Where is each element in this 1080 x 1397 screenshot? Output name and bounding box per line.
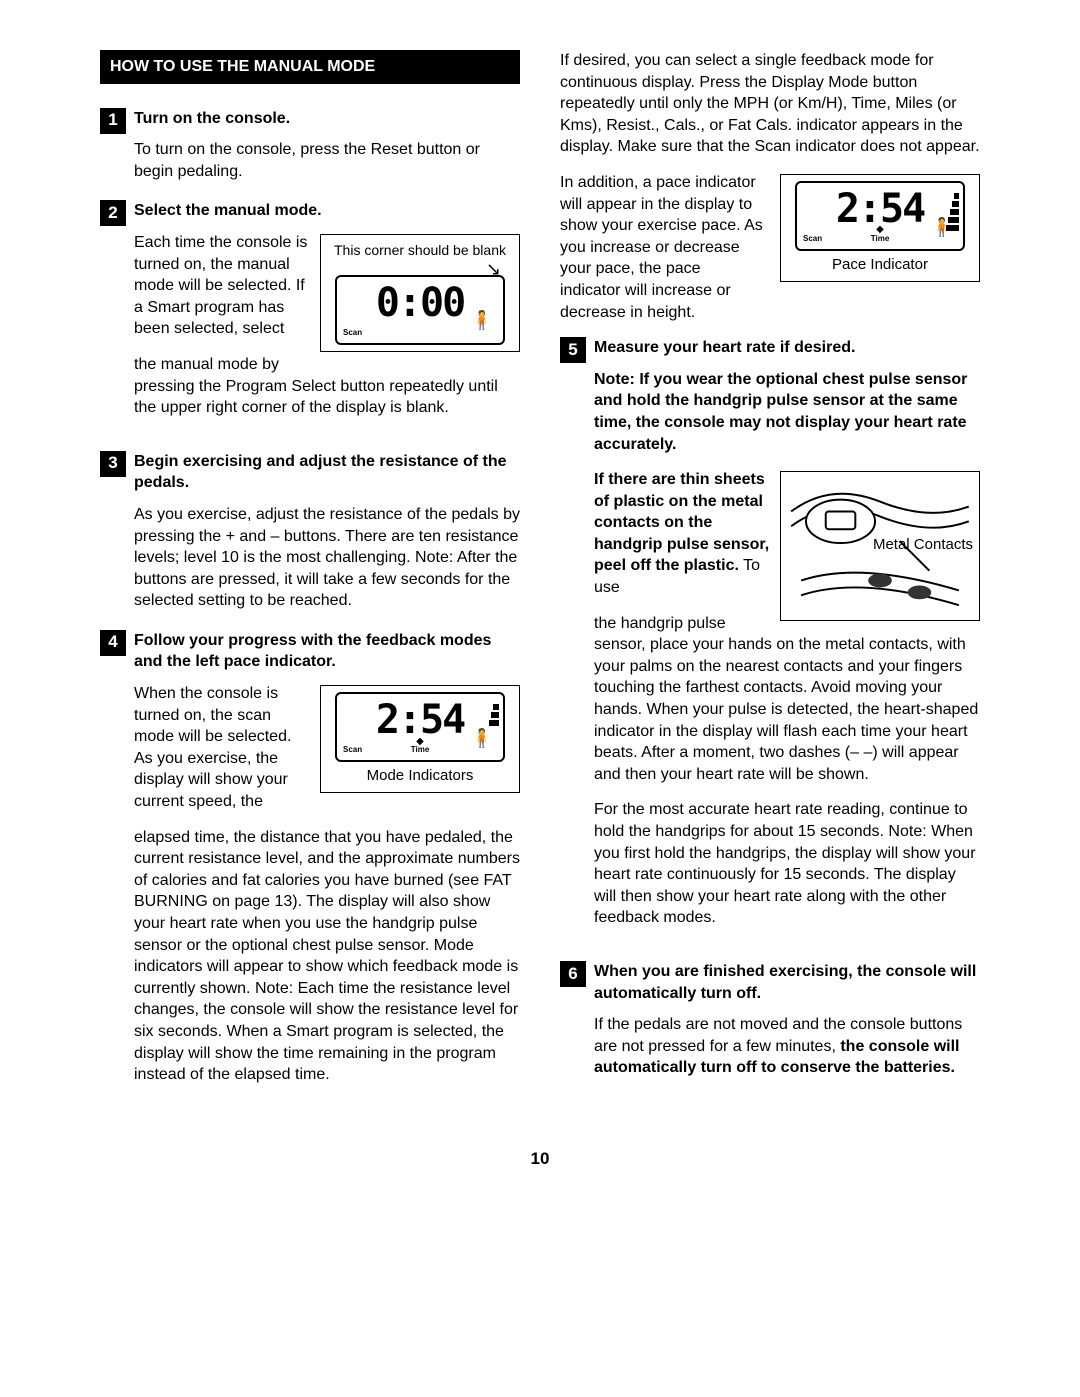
- lcd-display-3: 2:54 Scan ◆ Time 🧍: [795, 181, 965, 251]
- step-4-text-5: indicator will increase or decrease in h…: [560, 280, 980, 323]
- step-1-text: To turn on the console, press the Reset …: [134, 139, 520, 182]
- section-header: HOW TO USE THE MANUAL MODE: [100, 50, 520, 84]
- step-6-title: When you are finished exercising, the co…: [594, 961, 980, 1004]
- fig-blank-corner: This corner should be blank ↘ 0:00 Scan …: [320, 234, 520, 352]
- scan-label-1: Scan: [343, 328, 362, 339]
- scan-label-3: Scan: [803, 234, 822, 245]
- person-icon-2: 🧍: [471, 726, 493, 750]
- right-column: If desired, you can select a single feed…: [560, 50, 980, 1118]
- fig-pace-caption: Pace Indicator: [787, 255, 973, 275]
- left-column: HOW TO USE THE MANUAL MODE 1 Turn on the…: [100, 50, 520, 1118]
- step-1-title: Turn on the console.: [134, 108, 520, 130]
- lcd-display-2: 2:54 Scan ◆ Time 🧍: [335, 692, 505, 762]
- fig-mode-indicators: 2:54 Scan ◆ Time 🧍 Mode Indicators: [320, 685, 520, 793]
- step-3: 3 Begin exercising and adjust the resist…: [100, 451, 520, 612]
- step-2-title: Select the manual mode.: [134, 200, 520, 222]
- time-label-3: Time: [871, 234, 890, 245]
- page-number: 10: [100, 1148, 980, 1171]
- step-4-title: Follow your progress with the feedback m…: [134, 630, 520, 673]
- step-6: 6 When you are finished exercising, the …: [560, 961, 980, 1079]
- step-3-text: As you exercise, adjust the resistance o…: [134, 504, 520, 612]
- step-4-text-3: If desired, you can select a single feed…: [560, 50, 980, 158]
- step-5-p1c: the handgrip pulse sensor, place your ha…: [594, 613, 980, 786]
- step-5-title: Measure your heart rate if desired.: [594, 337, 980, 359]
- step-5-p2: For the most accurate heart rate reading…: [594, 799, 980, 929]
- person-icon-1: 🧍: [471, 308, 493, 332]
- step-number-2: 2: [100, 200, 126, 226]
- step-2-text-2: the manual mode by pressing the Program …: [134, 354, 520, 419]
- lcd-display-1: 0:00 Scan 🧍: [335, 275, 505, 345]
- page-columns: HOW TO USE THE MANUAL MODE 1 Turn on the…: [100, 50, 980, 1118]
- step-number-4: 4: [100, 630, 126, 656]
- step-4: 4 Follow your progress with the feedback…: [100, 630, 520, 1100]
- pace-bars-icon-2: [489, 704, 499, 726]
- fig-mode-caption: Mode Indicators: [327, 766, 513, 786]
- fig-blank-title: This corner should be blank: [327, 241, 513, 260]
- step-number-5: 5: [560, 337, 586, 363]
- fig-pace-indicator: 2:54 Scan ◆ Time 🧍 Pace Indicator: [780, 174, 980, 282]
- lcd-text-1: 0:00: [376, 283, 464, 323]
- step-number-3: 3: [100, 451, 126, 477]
- step-1: 1 Turn on the console. To turn on the co…: [100, 108, 520, 183]
- step-6-text: If the pedals are not moved and the cons…: [594, 1014, 980, 1079]
- step-3-title: Begin exercising and adjust the resistan…: [134, 451, 520, 494]
- scan-label-2: Scan: [343, 745, 362, 756]
- step-2: 2 Select the manual mode. This corner sh…: [100, 200, 520, 432]
- arrow-icon: ↘: [327, 264, 513, 275]
- pace-bars-icon-3: [946, 193, 959, 231]
- metal-contacts-label: Metal Contacts: [873, 537, 973, 554]
- time-label-2: Time: [411, 745, 430, 756]
- fig-handgrip: Metal Contacts: [780, 471, 980, 621]
- step-5: 5 Measure your heart rate if desired. No…: [560, 337, 980, 943]
- step-number-6: 6: [560, 961, 586, 987]
- step-4-text-2: elapsed time, the distance that you have…: [134, 827, 520, 1086]
- step-number-1: 1: [100, 108, 126, 134]
- pace-indicator-block: 2:54 Scan ◆ Time 🧍 Pace Indicator In add…: [560, 172, 980, 323]
- step-5-note: Note: If you wear the optional chest pul…: [594, 371, 967, 453]
